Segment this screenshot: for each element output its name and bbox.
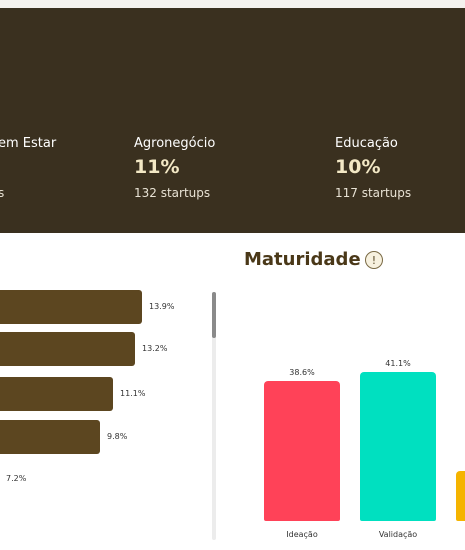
sector-label: Agronegócio — [134, 136, 216, 151]
sector-bar — [0, 420, 100, 454]
sector-count: s — [0, 186, 5, 200]
maturity-category-label: Ideação — [286, 530, 318, 539]
maturity-title: Maturidade — [244, 249, 361, 270]
maturity-bar — [264, 381, 340, 521]
maturity-bar — [360, 372, 436, 521]
info-icon[interactable]: ! — [365, 251, 383, 269]
sector-bar — [0, 332, 135, 366]
sector-bar-value: 13.2% — [142, 344, 168, 353]
sector-percent: 11% — [134, 156, 180, 178]
sector-percent: 10% — [335, 156, 381, 178]
sector-bar-value: 11.1% — [120, 389, 146, 398]
maturity-category-label: Validação — [378, 530, 418, 539]
sector-stats-banner — [0, 8, 465, 233]
maturity-bar-value: 41.1% — [385, 359, 411, 368]
sector-bar-value: 9.8% — [107, 432, 128, 441]
sector-bar-value: 7.2% — [6, 474, 27, 483]
sector-label: Educação — [335, 136, 398, 151]
sector-bar-value: 13.9% — [149, 302, 175, 311]
scrollbar-track[interactable] — [212, 292, 216, 540]
sector-bar — [0, 290, 142, 324]
scrollbar-thumb[interactable] — [212, 292, 216, 338]
info-glyph: ! — [371, 254, 377, 267]
sector-count: 117 startups — [335, 186, 412, 200]
maturity-bar-value: 38.6% — [289, 368, 315, 377]
sector-bar — [0, 377, 113, 411]
maturity-bar — [456, 471, 465, 521]
sector-label: em Estar — [0, 136, 57, 151]
sector-count: 132 startups — [134, 186, 211, 200]
